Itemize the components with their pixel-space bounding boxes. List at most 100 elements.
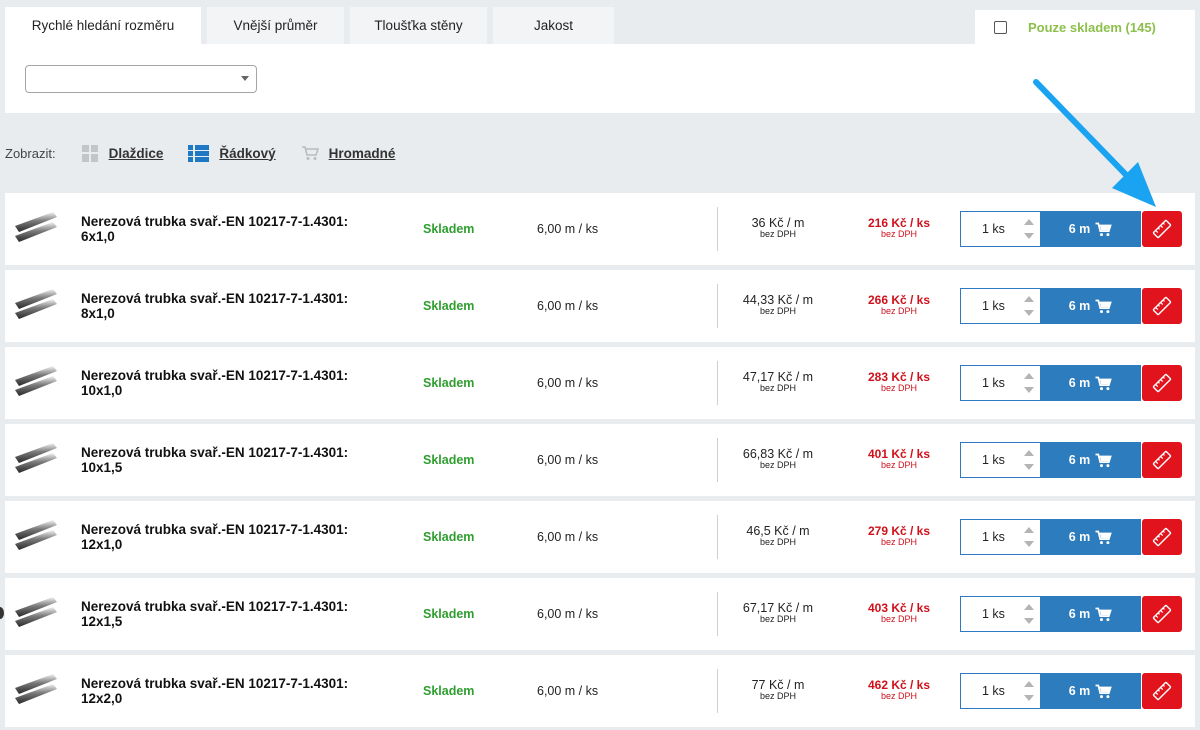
- add-to-cart-label: 6 m: [1068, 607, 1091, 621]
- product-row: Nerezová trubka svař.-EN 10217-7-1.4301:…: [5, 655, 1195, 727]
- tab-outer-diameter[interactable]: Vnější průměr: [207, 7, 344, 44]
- decrement-arrow-icon[interactable]: [1024, 695, 1034, 701]
- price-per-piece: 403 Kč / ks bez DPH: [867, 601, 931, 624]
- ruler-icon: [1152, 373, 1172, 393]
- increment-arrow-icon[interactable]: [1024, 219, 1034, 225]
- decrement-arrow-icon[interactable]: [1024, 310, 1034, 316]
- product-row: Nerezová trubka svař.-EN 10217-7-1.4301:…: [5, 424, 1195, 496]
- product-row: Nerezová trubka svař.-EN 10217-7-1.4301:…: [5, 270, 1195, 342]
- product-name[interactable]: Nerezová trubka svař.-EN 10217-7-1.4301:…: [81, 291, 349, 321]
- product-name[interactable]: Nerezová trubka svař.-EN 10217-7-1.4301:…: [81, 214, 349, 244]
- quantity-value[interactable]: 1 ks: [982, 453, 1005, 467]
- tab-grade[interactable]: Jakost: [493, 7, 614, 44]
- add-to-cart-label: 6 m: [1068, 530, 1091, 544]
- size-select[interactable]: [25, 65, 257, 93]
- view-bulk-label[interactable]: Hromadné: [328, 145, 396, 161]
- product-name[interactable]: Nerezová trubka svař.-EN 10217-7-1.4301:…: [81, 445, 349, 475]
- decrement-arrow-icon[interactable]: [1024, 541, 1034, 547]
- product-row: Nerezová trubka svař.-EN 10217-7-1.4301:…: [5, 347, 1195, 419]
- quantity-stepper[interactable]: 1 ks: [960, 442, 1041, 478]
- cut-to-length-button[interactable]: [1142, 519, 1182, 555]
- ruler-icon: [1152, 604, 1172, 624]
- quantity-stepper[interactable]: 1 ks: [960, 519, 1041, 555]
- increment-arrow-icon[interactable]: [1024, 604, 1034, 610]
- quantity-stepper[interactable]: 1 ks: [960, 365, 1041, 401]
- cut-to-length-button[interactable]: [1142, 442, 1182, 478]
- stock-only-filter[interactable]: Pouze skladem (145): [975, 10, 1195, 44]
- tube-image-icon: [15, 674, 57, 704]
- quantity-value[interactable]: 1 ks: [982, 530, 1005, 544]
- price-per-meter: 47,17 Kč / m bez DPH: [742, 370, 814, 393]
- divider: [717, 284, 718, 328]
- availability-status: Skladem: [423, 222, 475, 236]
- product-name[interactable]: Nerezová trubka svař.-EN 10217-7-1.4301:…: [81, 368, 349, 398]
- quantity-stepper[interactable]: 1 ks: [960, 211, 1041, 247]
- decrement-arrow-icon[interactable]: [1024, 464, 1034, 470]
- piece-length: 6,00 m / ks: [537, 222, 599, 236]
- piece-length: 6,00 m / ks: [537, 376, 599, 390]
- add-to-cart-label: 6 m: [1068, 222, 1091, 236]
- add-to-cart-button[interactable]: 6 m: [1040, 673, 1141, 709]
- availability-status: Skladem: [423, 684, 475, 698]
- tube-image-icon: [15, 443, 57, 473]
- add-to-cart-button[interactable]: 6 m: [1040, 442, 1141, 478]
- edge-marker: [0, 607, 4, 619]
- cut-to-length-button[interactable]: [1142, 288, 1182, 324]
- stock-only-checkbox[interactable]: [994, 20, 1007, 34]
- ruler-icon: [1152, 450, 1172, 470]
- cart-icon: [1095, 607, 1113, 621]
- stock-only-label[interactable]: Pouze skladem (145): [1028, 19, 1156, 35]
- view-tiles-option[interactable]: Dlaždice: [81, 144, 164, 162]
- availability-status: Skladem: [423, 530, 475, 544]
- add-to-cart-button[interactable]: 6 m: [1040, 519, 1141, 555]
- quantity-stepper[interactable]: 1 ks: [960, 596, 1041, 632]
- increment-arrow-icon[interactable]: [1024, 527, 1034, 533]
- price-per-piece: 216 Kč / ks bez DPH: [867, 216, 931, 239]
- divider: [717, 669, 718, 713]
- product-list: Nerezová trubka svař.-EN 10217-7-1.4301:…: [5, 193, 1195, 730]
- price-per-meter: 67,17 Kč / m bez DPH: [742, 601, 814, 624]
- product-row: Nerezová trubka svař.-EN 10217-7-1.4301:…: [5, 501, 1195, 573]
- view-bulk-option[interactable]: Hromadné: [301, 145, 396, 161]
- view-rows-label[interactable]: Řádkový: [219, 145, 276, 161]
- ruler-icon: [1152, 681, 1172, 701]
- divider: [717, 361, 718, 405]
- quantity-value[interactable]: 1 ks: [982, 222, 1005, 236]
- price-per-meter: 66,83 Kč / m bez DPH: [742, 447, 814, 470]
- tab-quick-size-search[interactable]: Rychlé hledání rozměru: [5, 7, 201, 44]
- product-row: Nerezová trubka svař.-EN 10217-7-1.4301:…: [5, 578, 1195, 650]
- view-tiles-label[interactable]: Dlaždice: [108, 145, 164, 161]
- increment-arrow-icon[interactable]: [1024, 450, 1034, 456]
- decrement-arrow-icon[interactable]: [1024, 618, 1034, 624]
- quantity-value[interactable]: 1 ks: [982, 684, 1005, 698]
- add-to-cart-button[interactable]: 6 m: [1040, 288, 1141, 324]
- quantity-value[interactable]: 1 ks: [982, 299, 1005, 313]
- increment-arrow-icon[interactable]: [1024, 296, 1034, 302]
- add-to-cart-button[interactable]: 6 m: [1040, 365, 1141, 401]
- cut-to-length-button[interactable]: [1142, 596, 1182, 632]
- quantity-value[interactable]: 1 ks: [982, 376, 1005, 390]
- cut-to-length-button[interactable]: [1142, 673, 1182, 709]
- divider: [717, 515, 718, 559]
- add-to-cart-button[interactable]: 6 m: [1040, 596, 1141, 632]
- quantity-stepper[interactable]: 1 ks: [960, 673, 1041, 709]
- price-per-piece: 283 Kč / ks bez DPH: [867, 370, 931, 393]
- product-name[interactable]: Nerezová trubka svař.-EN 10217-7-1.4301:…: [81, 599, 349, 629]
- decrement-arrow-icon[interactable]: [1024, 387, 1034, 393]
- cut-to-length-button[interactable]: [1142, 211, 1182, 247]
- tab-wall-thickness[interactable]: Tloušťka stěny: [350, 7, 487, 44]
- increment-arrow-icon[interactable]: [1024, 373, 1034, 379]
- divider: [717, 207, 718, 251]
- add-to-cart-button[interactable]: 6 m: [1040, 211, 1141, 247]
- cut-to-length-button[interactable]: [1142, 365, 1182, 401]
- increment-arrow-icon[interactable]: [1024, 681, 1034, 687]
- cart-icon: [1095, 376, 1113, 390]
- quantity-stepper[interactable]: 1 ks: [960, 288, 1041, 324]
- product-name[interactable]: Nerezová trubka svař.-EN 10217-7-1.4301:…: [81, 676, 349, 706]
- cart-icon: [1095, 530, 1113, 544]
- product-name[interactable]: Nerezová trubka svař.-EN 10217-7-1.4301:…: [81, 522, 349, 552]
- availability-status: Skladem: [423, 453, 475, 467]
- quantity-value[interactable]: 1 ks: [982, 607, 1005, 621]
- view-rows-option[interactable]: Řádkový: [188, 144, 276, 162]
- decrement-arrow-icon[interactable]: [1024, 233, 1034, 239]
